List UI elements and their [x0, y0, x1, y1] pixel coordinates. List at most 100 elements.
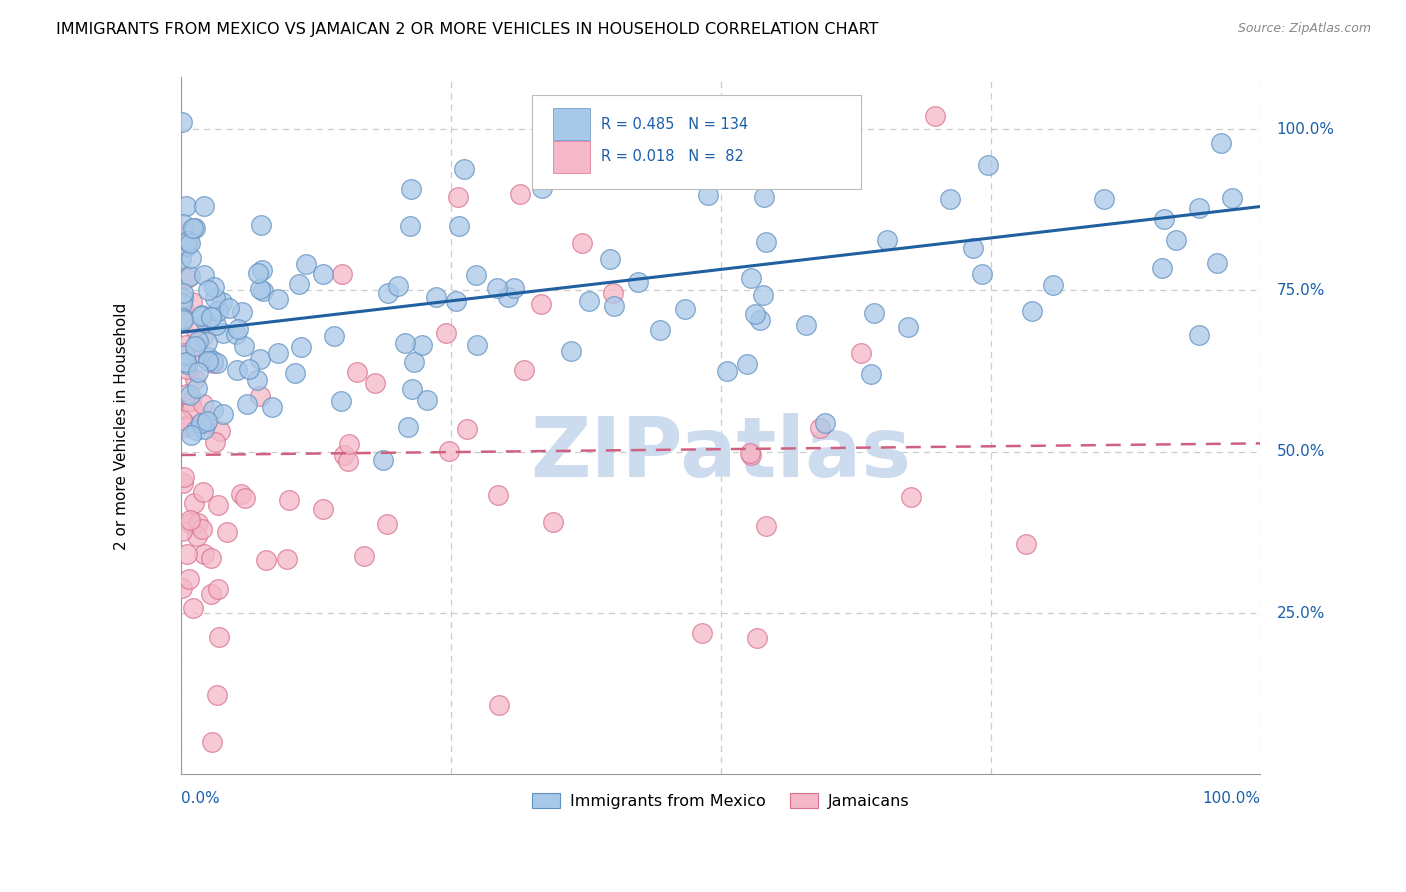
Point — [193, 328, 215, 343]
Point — [375, 516, 398, 531]
Point — [172, 295, 194, 310]
Point — [174, 338, 197, 352]
Point — [173, 348, 195, 362]
Point — [509, 187, 531, 202]
Point — [197, 354, 219, 368]
Point — [900, 490, 922, 504]
Point — [246, 373, 269, 387]
Point — [453, 161, 475, 176]
Point — [197, 350, 219, 364]
Point — [207, 582, 229, 597]
Point — [329, 394, 352, 409]
Point — [186, 529, 208, 543]
Point — [170, 252, 193, 266]
Point — [444, 294, 467, 309]
Point — [200, 587, 222, 601]
Point — [173, 345, 195, 359]
Point — [755, 235, 778, 249]
Point — [187, 516, 209, 530]
Point — [225, 326, 247, 341]
Point — [207, 303, 229, 318]
Point — [252, 284, 274, 298]
Point — [187, 365, 209, 379]
Point — [399, 219, 422, 234]
Point — [394, 336, 416, 351]
Point — [467, 337, 489, 351]
Point — [187, 334, 209, 349]
Point — [205, 318, 228, 332]
Point — [690, 626, 713, 640]
Point — [740, 270, 762, 285]
Text: R = 0.018   N =  82: R = 0.018 N = 82 — [600, 149, 744, 164]
Point — [738, 446, 761, 460]
Point — [744, 307, 766, 321]
Point — [211, 407, 233, 421]
Point — [177, 234, 200, 248]
Point — [530, 297, 553, 311]
Point — [172, 524, 194, 538]
Text: 25.0%: 25.0% — [1277, 606, 1324, 621]
Point — [184, 371, 207, 385]
Point — [176, 239, 198, 253]
Point — [172, 312, 194, 326]
Point — [191, 522, 214, 536]
Point — [673, 301, 696, 316]
Point — [205, 688, 228, 702]
Point — [503, 281, 526, 295]
Point — [236, 397, 259, 411]
Point — [311, 267, 333, 281]
Point — [288, 277, 311, 292]
Point — [399, 181, 422, 195]
Point — [181, 221, 204, 235]
Point — [346, 365, 368, 379]
Point — [193, 547, 215, 561]
Point — [486, 488, 509, 502]
Point — [172, 286, 194, 301]
Point — [353, 549, 375, 563]
Point — [939, 192, 962, 206]
Point — [464, 268, 486, 282]
Point — [202, 279, 225, 293]
Point — [179, 513, 201, 527]
Point — [238, 362, 260, 376]
Point — [179, 516, 201, 531]
Point — [231, 487, 253, 501]
Point — [250, 218, 273, 232]
Point — [530, 180, 553, 194]
Text: R = 0.485   N = 134: R = 0.485 N = 134 — [600, 117, 748, 132]
Point — [1188, 327, 1211, 342]
Point — [207, 630, 229, 644]
Point — [200, 551, 222, 566]
Point — [172, 298, 194, 312]
Point — [748, 313, 770, 327]
Point — [207, 498, 229, 512]
Point — [197, 284, 219, 298]
Point — [191, 397, 214, 411]
Point — [172, 217, 194, 231]
Point — [1153, 211, 1175, 226]
Point — [425, 290, 447, 304]
Point — [284, 367, 307, 381]
Point — [193, 199, 215, 213]
Point — [402, 355, 425, 369]
Point — [1209, 136, 1232, 150]
Point — [233, 491, 256, 506]
Point — [789, 149, 811, 163]
Point — [176, 271, 198, 285]
Point — [190, 310, 212, 324]
Point — [174, 420, 197, 434]
Point — [211, 295, 233, 310]
Point — [859, 368, 882, 382]
Point — [513, 363, 536, 377]
Point — [179, 268, 201, 283]
Point — [813, 416, 835, 430]
Point — [626, 275, 648, 289]
Point — [1188, 201, 1211, 215]
Point — [201, 735, 224, 749]
Point — [179, 387, 201, 401]
Point — [195, 335, 218, 350]
Point — [184, 221, 207, 235]
Point — [180, 251, 202, 265]
Point — [249, 389, 271, 403]
Point — [191, 485, 214, 500]
